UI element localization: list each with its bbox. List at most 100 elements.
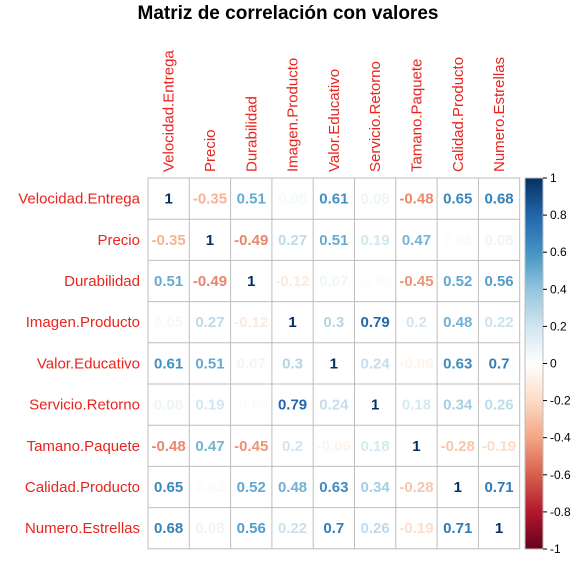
colorbar-tick-label: -0.6 <box>550 468 571 482</box>
cell-value: 0.48 <box>443 314 472 331</box>
colorbar-tick-label: 0.2 <box>550 319 567 333</box>
cell-value: 0.47 <box>402 232 431 249</box>
cell-value: -0.19 <box>482 438 516 455</box>
row-label: Durabilidad <box>64 273 140 290</box>
cell-value: 0.08 <box>484 232 513 249</box>
cell-value: -0.12 <box>234 314 268 331</box>
row-label: Calidad.Producto <box>25 479 140 496</box>
cell-value: 0.24 <box>319 397 349 414</box>
cell-value: 0.52 <box>237 479 266 496</box>
cell-value: -0.28 <box>441 438 475 455</box>
column-labels: Velocidad.Entrega Precio Durabilidad Imagen… <box>161 50 508 172</box>
cell-value: 0.27 <box>195 314 224 331</box>
matrix-cells: 1 -0.35 0.51 0.05 0.61 0.08 -0.48 0.65 0.68 -0.35… <box>152 191 517 538</box>
cell-value: 0.07 <box>237 355 266 372</box>
cell-value: 0.19 <box>361 232 390 249</box>
column-label: Precio <box>202 129 219 172</box>
cell-value: 1 <box>247 273 255 290</box>
cell-value: -0.28 <box>399 479 433 496</box>
cell-value: 0.48 <box>278 479 307 496</box>
cell-value: 1 <box>495 520 503 537</box>
cell-value: -0.45 <box>399 273 433 290</box>
cell-value: 0.61 <box>319 191 348 208</box>
row-label: Valor.Educativo <box>37 355 140 372</box>
cell-value: 0.03 <box>195 479 224 496</box>
cell-value: -0.45 <box>234 438 268 455</box>
cell-value: -0.03 <box>234 397 268 414</box>
cell-value: 0.19 <box>195 397 224 414</box>
cell-value: 0.71 <box>443 520 472 537</box>
column-label: Durabilidad <box>243 96 260 172</box>
matrix-grid <box>147 177 521 550</box>
cell-value: 0.2 <box>282 438 303 455</box>
cell-value: 0.79 <box>278 397 307 414</box>
column-label: Numero.Estrellas <box>491 57 508 172</box>
cell-value: 1 <box>288 314 296 331</box>
cell-value: 0.08 <box>154 397 183 414</box>
colorbar-tick-label: 0.6 <box>550 245 567 259</box>
cell-value: -0.35 <box>193 191 227 208</box>
cell-value: 0.51 <box>154 273 183 290</box>
column-label: Valor.Educativo <box>326 69 343 172</box>
cell-value: -0.49 <box>234 232 268 249</box>
cell-value: 0.22 <box>484 314 513 331</box>
cell-value: 0.18 <box>361 438 390 455</box>
cell-value: 0.51 <box>319 232 348 249</box>
column-label: Imagen.Producto <box>285 58 302 172</box>
colorbar-tick-label: 1 <box>550 171 557 185</box>
cell-value: 0.51 <box>237 191 266 208</box>
column-label: Calidad.Producto <box>450 57 467 172</box>
colorbar-tick-label: 0 <box>550 357 557 371</box>
cell-value: -0.12 <box>275 273 309 290</box>
colorbar-tick-label: -1 <box>550 542 561 556</box>
cell-value: 0.61 <box>154 355 183 372</box>
cell-value: -0.06 <box>317 438 351 455</box>
cell-value: -0.48 <box>152 438 186 455</box>
cell-value: 0.68 <box>484 191 513 208</box>
color-legend: 1 0.8 0.6 0.4 0.2 0 -0.2 -0.4 -0.6 -0.8 -1 <box>524 171 571 556</box>
grid-border <box>147 177 521 550</box>
colorbar-tick-label: 0.4 <box>550 282 567 296</box>
cell-value: 0.65 <box>443 191 472 208</box>
row-label: Precio <box>97 232 140 249</box>
chart-title: Matriz de correlación con valores <box>138 3 439 24</box>
cell-value: 0.71 <box>484 479 513 496</box>
row-labels: Velocidad.Entrega Precio Durabilidad Imagen… <box>18 191 140 538</box>
cell-value: 0.65 <box>154 479 183 496</box>
cell-value: 0.79 <box>361 314 390 331</box>
cell-value: 0.56 <box>484 273 513 290</box>
cell-value: 0.7 <box>323 520 344 537</box>
cell-value: 1 <box>412 438 420 455</box>
colorbar-tick-label: 0.8 <box>550 208 567 222</box>
colorbar-tick-label: -0.8 <box>550 505 571 519</box>
cell-value: -0.49 <box>193 273 227 290</box>
cell-value: 0.34 <box>361 479 391 496</box>
row-label: Imagen.Producto <box>26 314 140 331</box>
cell-value: 0.3 <box>282 355 303 372</box>
cell-value: 0.52 <box>443 273 472 290</box>
cell-value: 0.08 <box>195 520 224 537</box>
colorbar-tick-label: -0.2 <box>550 394 571 408</box>
cell-value: -0.03 <box>358 273 392 290</box>
cell-value: 0.05 <box>154 314 183 331</box>
cell-value: 0.05 <box>278 191 307 208</box>
row-label: Numero.Estrellas <box>25 520 140 537</box>
cell-value: 0.51 <box>195 355 224 372</box>
cell-value: 0.18 <box>402 397 431 414</box>
cell-value: 0.22 <box>278 520 307 537</box>
cell-value: 1 <box>164 191 172 208</box>
cell-value: 1 <box>330 355 338 372</box>
column-label: Velocidad.Entrega <box>161 50 178 172</box>
cell-value: 1 <box>371 397 379 414</box>
colorbar-gradient <box>524 177 544 550</box>
cell-value: 0.2 <box>406 314 427 331</box>
cell-value: 0.68 <box>154 520 183 537</box>
cell-value: 0.03 <box>443 232 472 249</box>
row-label: Tamano.Paquete <box>27 438 140 455</box>
cell-value: -0.48 <box>399 191 433 208</box>
cell-value: 0.34 <box>443 397 473 414</box>
cell-value: 0.26 <box>484 397 513 414</box>
cell-value: 0.56 <box>237 520 266 537</box>
row-label: Velocidad.Entrega <box>18 191 140 208</box>
